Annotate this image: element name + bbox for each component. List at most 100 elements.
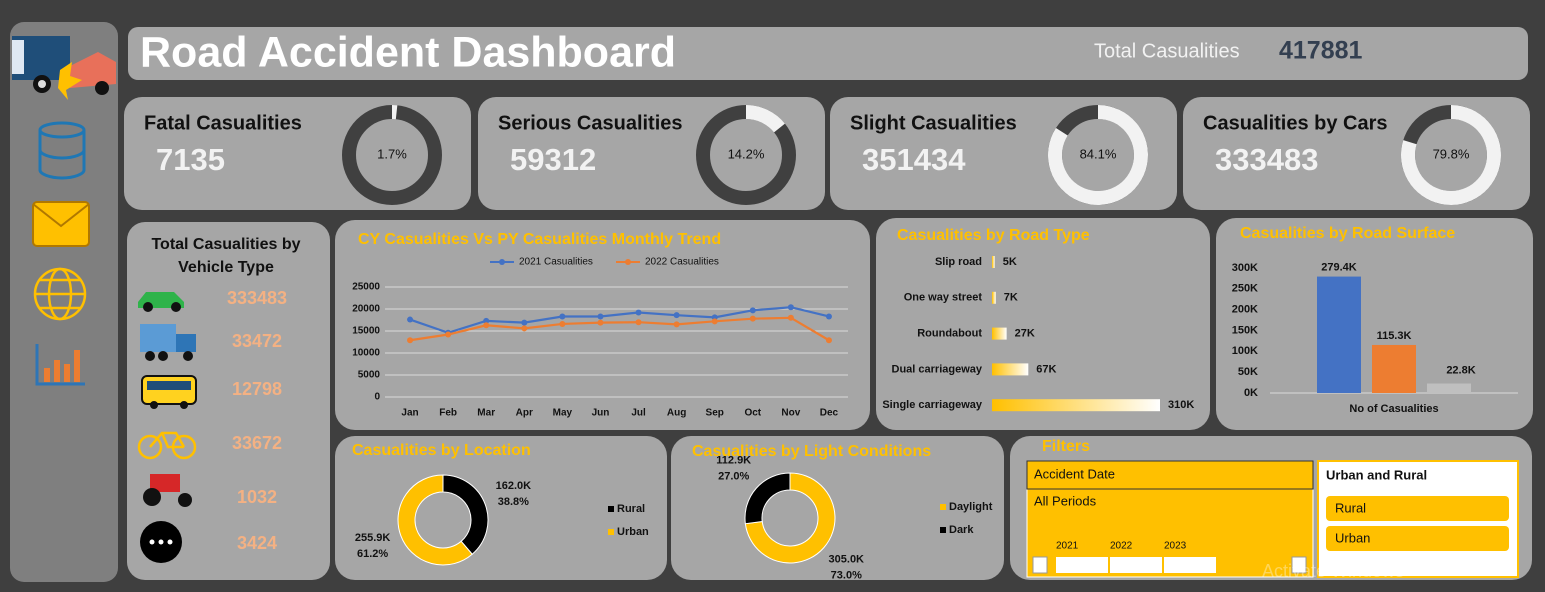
- point: [825, 313, 832, 320]
- point: [597, 319, 604, 326]
- donut-arc: [746, 105, 785, 133]
- car-icon: [138, 292, 184, 312]
- x-tick-label: Aug: [667, 408, 686, 419]
- vehicle-value: 1032: [237, 487, 277, 507]
- x-axis-label: No of Casualities: [1349, 403, 1438, 415]
- kpi-title: Serious Casualities: [498, 112, 683, 134]
- point: [635, 309, 642, 316]
- y-tick-label: 100K: [1232, 345, 1258, 357]
- kpi-card: [478, 97, 825, 210]
- point: [673, 312, 680, 319]
- bicycle-icon: [137, 431, 197, 460]
- database-icon: [38, 121, 86, 180]
- point: [635, 319, 642, 326]
- point: [787, 304, 794, 311]
- value-label: 162.0K: [496, 480, 532, 492]
- x-tick-label: May: [553, 408, 573, 419]
- dashboard-title: Road Accident Dashboard: [140, 28, 676, 76]
- x-tick-label: Jul: [631, 408, 646, 419]
- kpi-value: 333483: [1215, 142, 1318, 177]
- point: [825, 337, 832, 344]
- y-tick-label: 15000: [352, 326, 380, 337]
- donut-label: 79.8%: [1433, 146, 1470, 161]
- point: [407, 337, 414, 344]
- legend-label: Daylight: [949, 501, 993, 513]
- tractor-icon: [143, 474, 192, 507]
- value-label: 5K: [1003, 256, 1017, 268]
- kpi-value: 7135: [156, 142, 225, 177]
- vehicle-value: 33472: [232, 331, 282, 351]
- legend-marker: [499, 259, 505, 265]
- chart-title: CY Casualities Vs PY Casualities Monthly…: [358, 231, 721, 248]
- percent-label: 38.8%: [498, 496, 529, 508]
- globe-icon: [33, 267, 87, 321]
- card: [1216, 218, 1533, 430]
- point: [483, 317, 490, 324]
- bar: [992, 327, 1007, 340]
- point: [483, 322, 490, 329]
- point: [521, 325, 528, 332]
- kpi-card: [124, 97, 471, 210]
- scroll-right[interactable]: [1291, 556, 1307, 574]
- scroll-left[interactable]: [1032, 556, 1048, 574]
- vehicle-value: 33672: [232, 433, 282, 453]
- x-tick-label: Oct: [744, 408, 761, 419]
- legend-label: 2021 Casualities: [519, 257, 593, 268]
- kpi-title: Casualities by Cars: [1203, 112, 1388, 134]
- x-tick-label: Sep: [706, 408, 724, 419]
- x-tick-label: Feb: [439, 408, 457, 419]
- mail-icon: [32, 201, 90, 247]
- y-tick-label: 300K: [1232, 262, 1258, 274]
- legend-label: Dark: [949, 524, 974, 536]
- value-label: 255.9K: [355, 532, 391, 544]
- y-tick-label: 5000: [358, 370, 381, 381]
- slice: [744, 472, 791, 525]
- percent-label: 27.0%: [718, 470, 749, 482]
- chart-icon: [35, 344, 85, 386]
- x-tick-label: Jun: [592, 408, 610, 419]
- legend-swatch: [940, 504, 946, 510]
- header-bar: [128, 27, 1528, 80]
- point: [749, 307, 756, 314]
- percent-label: 61.2%: [357, 548, 388, 560]
- bar: [992, 399, 1160, 412]
- timeline-cell: [1164, 557, 1216, 573]
- year-label: 2022: [1110, 541, 1133, 552]
- point: [597, 313, 604, 320]
- more-icon: [140, 521, 182, 563]
- kpi-title: Fatal Casualities: [144, 112, 302, 134]
- category-label: Single carriageway: [882, 399, 983, 411]
- slice: [744, 472, 836, 564]
- value-label: 27K: [1015, 328, 1035, 340]
- kpi-title: Slight Casualities: [850, 112, 1017, 134]
- date-slicer-title: Accident Date: [1034, 466, 1115, 481]
- timeline-cell: [1056, 557, 1108, 573]
- donut-label: 84.1%: [1080, 146, 1117, 161]
- percent-label: 73.0%: [831, 569, 862, 581]
- x-tick-label: Apr: [516, 408, 533, 419]
- slicer-button[interactable]: [1326, 496, 1509, 521]
- bar: [1427, 383, 1471, 393]
- date-slicer-header: [1026, 460, 1314, 490]
- bar: [1317, 276, 1361, 393]
- vehicle-value: 12798: [232, 379, 282, 399]
- y-tick-label: 0: [374, 392, 380, 403]
- legend-swatch: [940, 527, 946, 533]
- point: [749, 315, 756, 322]
- y-tick-label: 200K: [1232, 304, 1258, 316]
- vehicle-value: 333483: [227, 288, 287, 308]
- bar: [992, 291, 996, 304]
- slicer-button[interactable]: [1326, 526, 1509, 551]
- legend-label: Rural: [617, 503, 645, 515]
- watermark: Activate Windows: [1262, 561, 1404, 581]
- value-label: 112.9K: [716, 454, 751, 466]
- total-label: Total Casualities: [1094, 40, 1240, 62]
- y-tick-label: 20000: [352, 304, 380, 315]
- bar: [1372, 344, 1416, 393]
- chart-title: Casualities by Road Surface: [1240, 225, 1455, 242]
- truck-icon: [140, 324, 196, 361]
- slice: [397, 474, 473, 566]
- bar: [992, 256, 995, 268]
- y-tick-label: 25000: [352, 282, 380, 293]
- donut-label: 14.2%: [728, 146, 765, 161]
